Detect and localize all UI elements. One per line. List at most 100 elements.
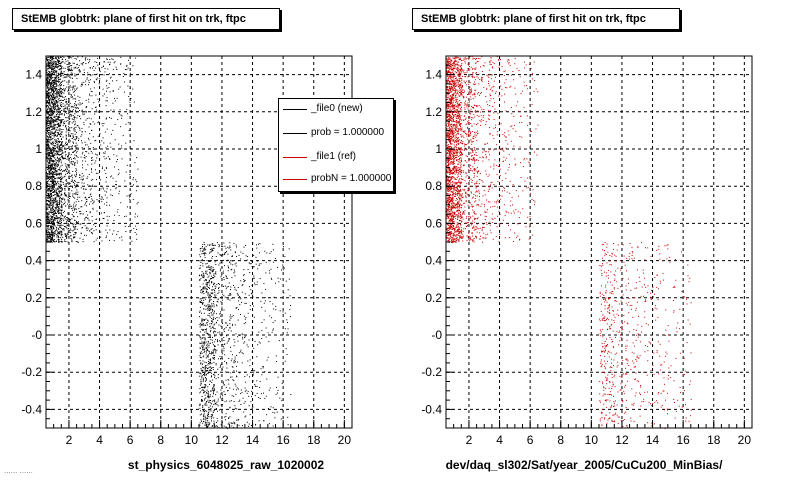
scatter-point: [202, 289, 204, 291]
scatter-point: [75, 146, 77, 148]
scatter-point: [64, 203, 65, 205]
scatter-point: [46, 93, 48, 95]
scatter-point: [52, 91, 54, 93]
scatter-point: [209, 304, 211, 306]
scatter-point: [56, 227, 58, 229]
scatter-point: [211, 244, 213, 246]
scatter-point: [241, 285, 243, 287]
scatter-point: [84, 113, 86, 115]
scatter-point: [72, 115, 74, 116]
scatter-point: [49, 79, 51, 81]
scatter-point: [53, 85, 54, 87]
scatter-point: [82, 62, 84, 63]
scatter-point: [59, 65, 61, 67]
scatter-point: [200, 379, 202, 381]
scatter-point: [202, 291, 203, 293]
scatter-point: [237, 294, 239, 296]
scatter-point: [78, 182, 80, 183]
scatter-point: [74, 129, 76, 131]
scatter-point: [218, 264, 220, 266]
scatter-point: [218, 317, 220, 319]
scatter-point: [83, 122, 85, 124]
scatter-point: [52, 239, 54, 241]
scatter-point: [452, 227, 454, 229]
scatter-point: [51, 225, 53, 227]
scatter-point: [67, 192, 69, 194]
scatter-point: [49, 155, 50, 156]
scatter-point: [74, 232, 76, 233]
scatter-point: [55, 57, 57, 59]
scatter-point: [57, 60, 59, 62]
scatter-point: [60, 75, 62, 77]
scatter-point: [82, 151, 84, 153]
scatter-point: [222, 254, 224, 256]
scatter-point: [201, 343, 203, 345]
scatter-point: [222, 404, 224, 406]
scatter-point: [57, 124, 59, 126]
scatter-point: [82, 178, 84, 180]
scatter-point: [81, 109, 83, 111]
scatter-point: [209, 336, 211, 337]
scatter-point: [242, 338, 244, 340]
scatter-point: [46, 71, 48, 73]
scatter-point: [47, 127, 49, 128]
scatter-point: [80, 110, 82, 112]
scatter-point: [446, 217, 448, 219]
scatter-point: [53, 64, 55, 66]
scatter-point: [54, 74, 56, 76]
scatter-point: [256, 281, 258, 283]
scatter-point: [53, 191, 54, 193]
scatter-point: [224, 254, 226, 256]
scatter-point: [72, 151, 74, 153]
scatter-point: [60, 159, 62, 161]
scatter-point: [74, 205, 76, 207]
scatter-point: [56, 150, 58, 152]
scatter-point: [235, 289, 237, 291]
scatter-point: [135, 213, 136, 215]
scatter-point: [48, 81, 50, 83]
scatter-point: [204, 375, 206, 377]
scatter-point: [240, 298, 242, 300]
scatter-point: [201, 400, 203, 402]
scatter-point: [76, 137, 78, 139]
scatter-point: [100, 231, 102, 233]
scatter-point: [48, 70, 50, 72]
scatter-point: [230, 249, 232, 251]
scatter-point: [209, 351, 210, 353]
scatter-point: [219, 297, 221, 299]
scatter-point: [66, 220, 68, 222]
scatter-point: [72, 209, 74, 211]
scatter-point: [61, 110, 63, 111]
scatter-point: [47, 221, 48, 223]
scatter-point: [55, 163, 57, 165]
scatter-point: [53, 202, 55, 204]
scatter-point: [57, 236, 59, 238]
scatter-point: [202, 405, 204, 407]
scatter-point: [106, 157, 108, 159]
scatter-point: [55, 191, 57, 193]
scatter-point: [46, 78, 48, 80]
scatter-point: [228, 282, 230, 284]
scatter-point: [64, 163, 66, 165]
scatter-point: [57, 204, 58, 206]
scatter-point: [47, 240, 49, 242]
scatter-point: [53, 143, 55, 144]
scatter-point: [72, 98, 74, 100]
scatter-point: [205, 279, 206, 281]
scatter-point: [201, 253, 203, 255]
scatter-point: [49, 89, 51, 91]
scatter-point: [52, 208, 54, 210]
scatter-point: [201, 370, 203, 372]
scatter-point: [211, 352, 213, 353]
scatter-point: [72, 215, 74, 217]
scatter-point: [88, 139, 90, 141]
scatter-point: [78, 70, 80, 72]
scatter-point: [213, 282, 215, 284]
scatter-point: [85, 216, 87, 218]
scatter-point: [216, 341, 218, 343]
scatter-point: [234, 275, 236, 277]
scatter-point: [52, 121, 54, 123]
scatter-point: [59, 133, 61, 135]
scatter-point: [53, 88, 55, 90]
scatter-point: [90, 201, 92, 203]
